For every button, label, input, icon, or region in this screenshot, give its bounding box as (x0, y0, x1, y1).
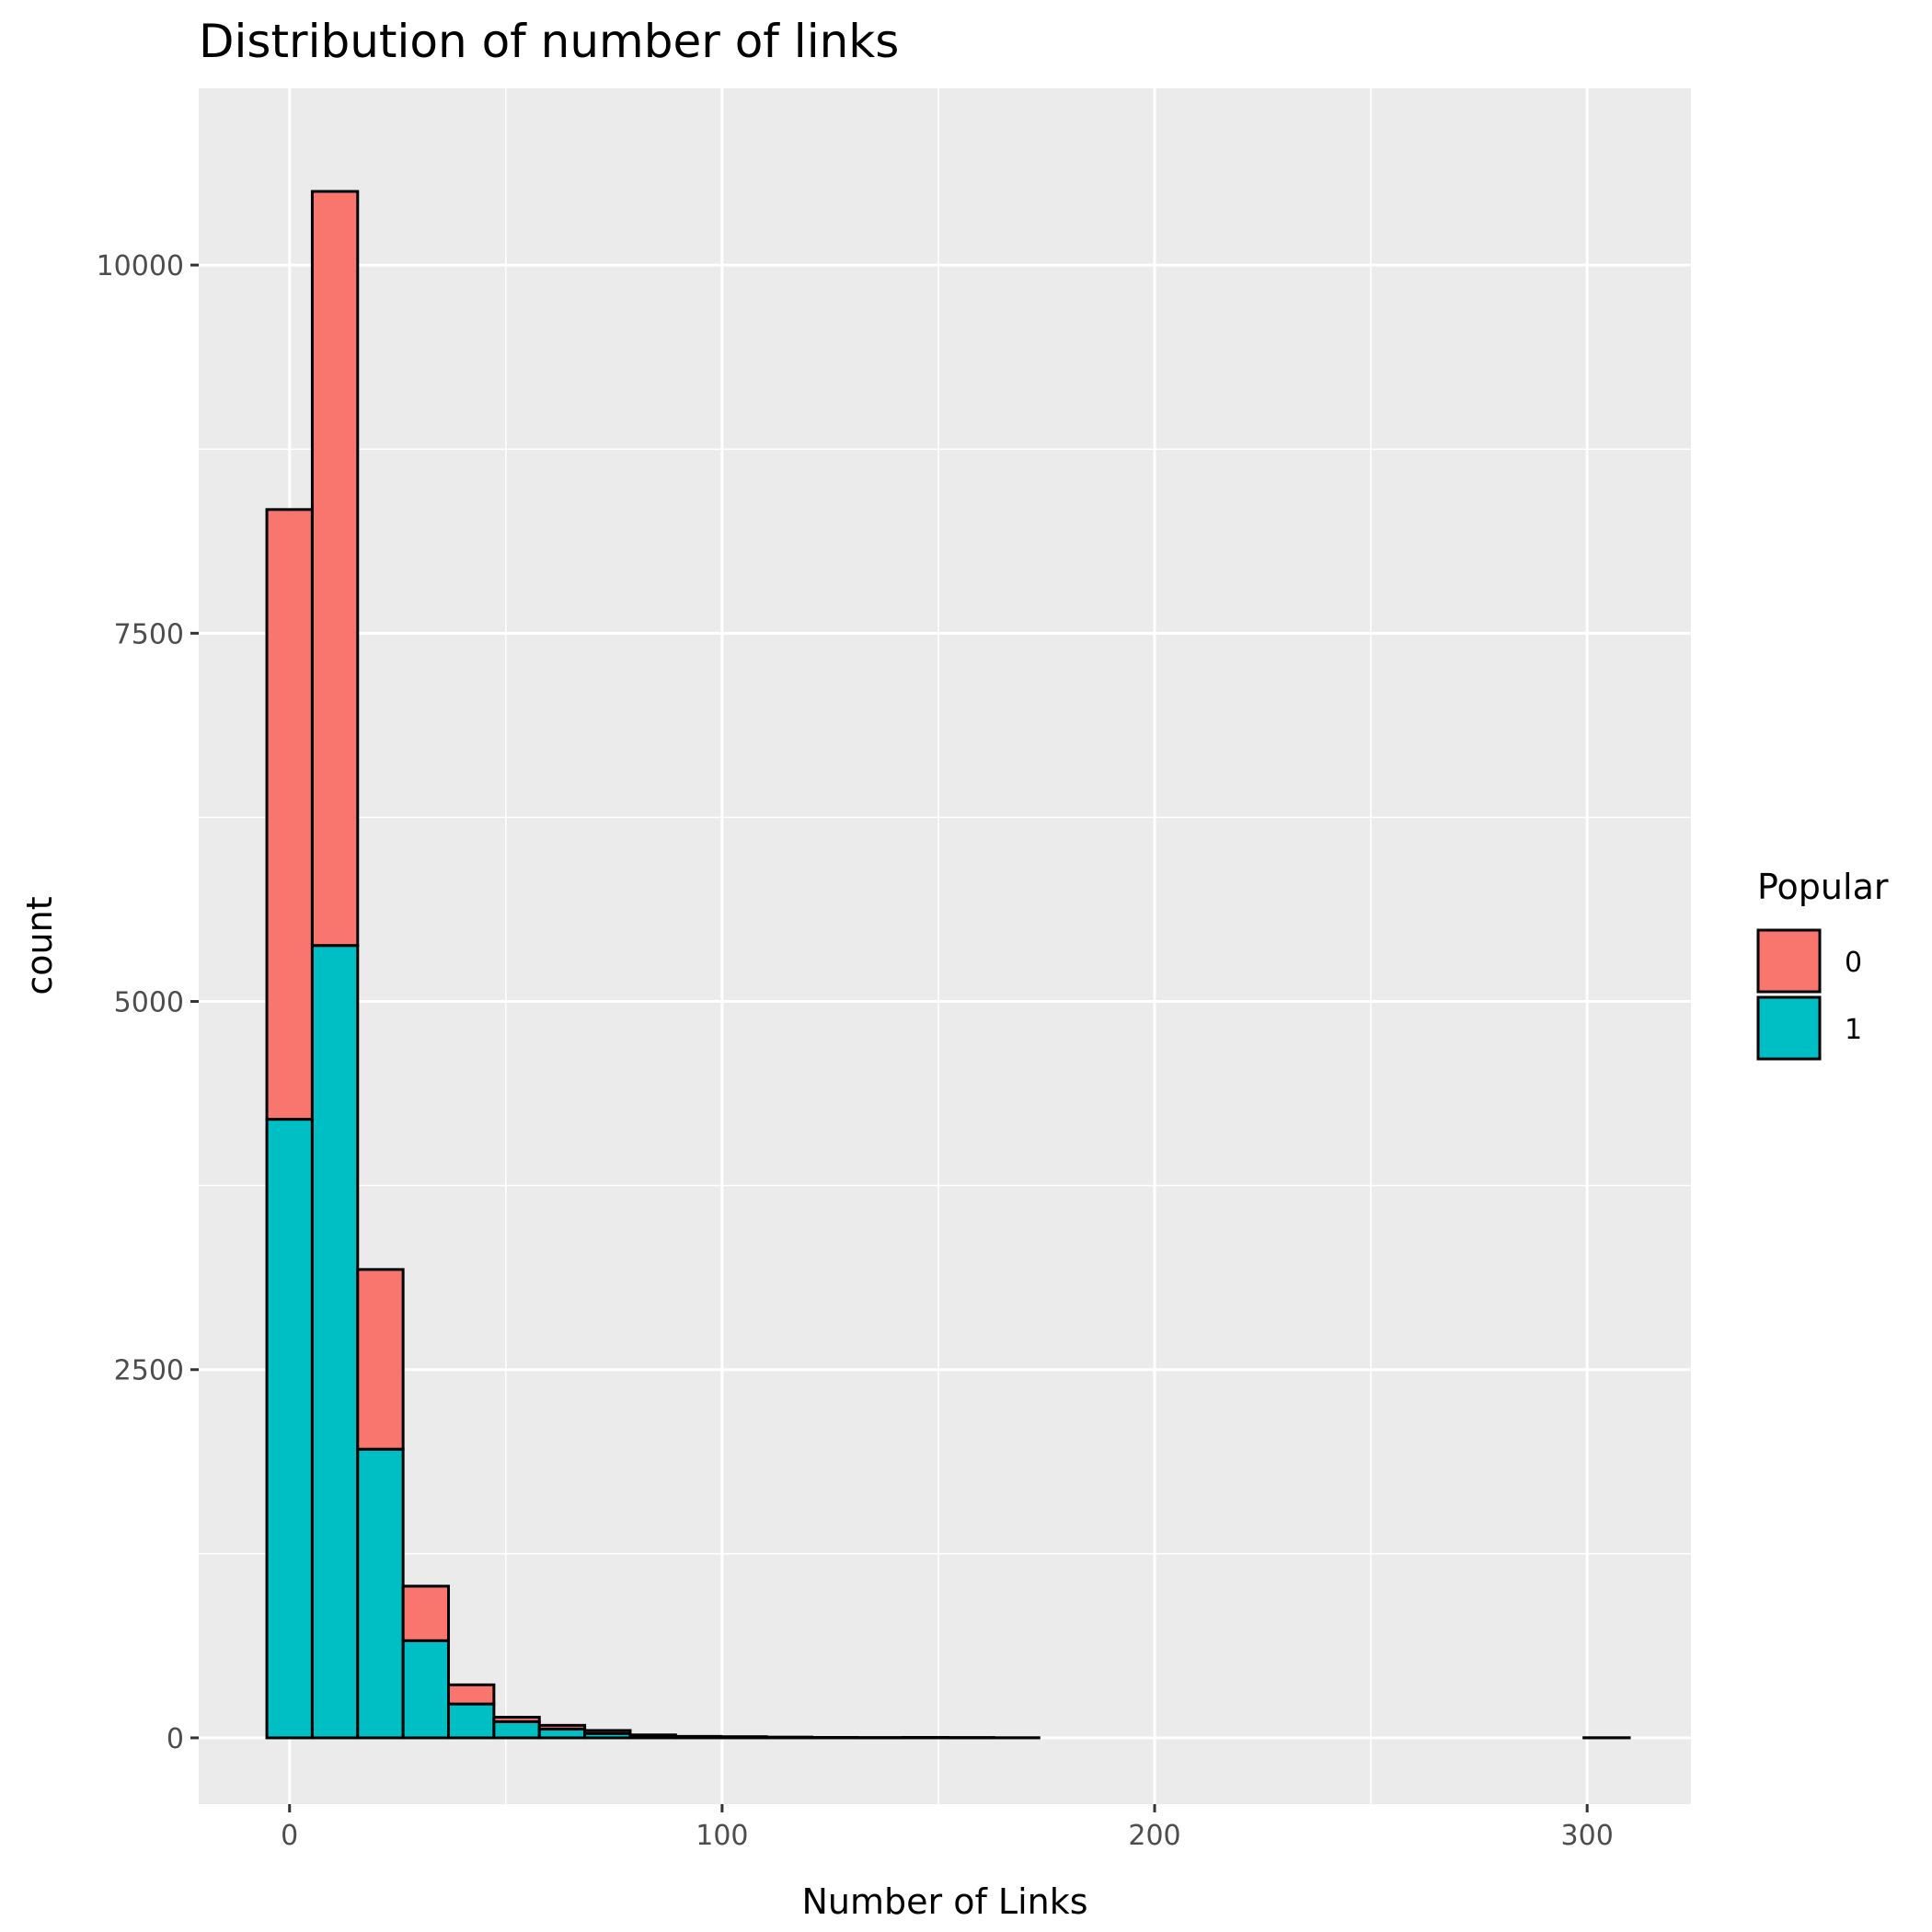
y-tick-label: 2500 (114, 1355, 184, 1387)
legend: Popular 0 1 (1756, 867, 1889, 1061)
bar-popular-0-bin-5 (492, 1716, 541, 1723)
bar-popular-1-bin-3 (401, 1639, 451, 1740)
bar-popular-0-bin-9 (673, 1734, 723, 1739)
chart-title: Distribution of number of links (199, 15, 899, 68)
y-tick-label: 10000 (97, 250, 184, 282)
legend-label-1: 1 (1845, 1014, 1862, 1046)
legend-key-1 (1756, 995, 1822, 1061)
bar-popular-1-bin-1 (310, 944, 360, 1740)
x-axis-title: Number of Links (801, 1881, 1087, 1922)
bar-popular-1-bin-4 (447, 1702, 496, 1740)
histogram-bars (265, 190, 1631, 1740)
bar-popular-0-bin-1 (310, 190, 360, 948)
plot-panel (199, 88, 1691, 1804)
bar-popular-0-bin-2 (356, 1268, 405, 1451)
y-tick-label: 7500 (114, 618, 184, 650)
legend-title: Popular (1757, 867, 1889, 907)
x-tick-label: 200 (1128, 1820, 1180, 1852)
y-tick-label: 0 (167, 1723, 184, 1755)
bar-popular-1-bin-2 (356, 1447, 405, 1740)
minor-gridlines (199, 88, 1691, 1804)
bar-popular-0-bin-0 (265, 508, 314, 1121)
x-tick-label: 100 (696, 1820, 748, 1852)
x-tick-label: 300 (1561, 1820, 1614, 1852)
y-axis-title: count (19, 896, 60, 995)
bar-popular-0-bin-7 (583, 1729, 632, 1735)
bar-popular-0-bin-3 (401, 1584, 451, 1642)
x-axis: 0 100 200 300 (281, 1804, 1614, 1852)
bar-popular-1-bin-5 (492, 1719, 541, 1740)
bar-popular-0-bin-4 (447, 1683, 496, 1706)
bar-popular-1-bin-0 (265, 1118, 314, 1740)
y-tick-label: 5000 (114, 987, 184, 1019)
legend-key-0 (1756, 928, 1822, 994)
legend-label-0: 0 (1845, 947, 1862, 979)
bar-popular-0-bin-8 (628, 1733, 677, 1738)
bar-popular-0-bin-6 (537, 1723, 587, 1731)
y-axis: 0 2500 5000 7500 10000 (97, 250, 199, 1755)
x-tick-label: 0 (281, 1820, 298, 1852)
